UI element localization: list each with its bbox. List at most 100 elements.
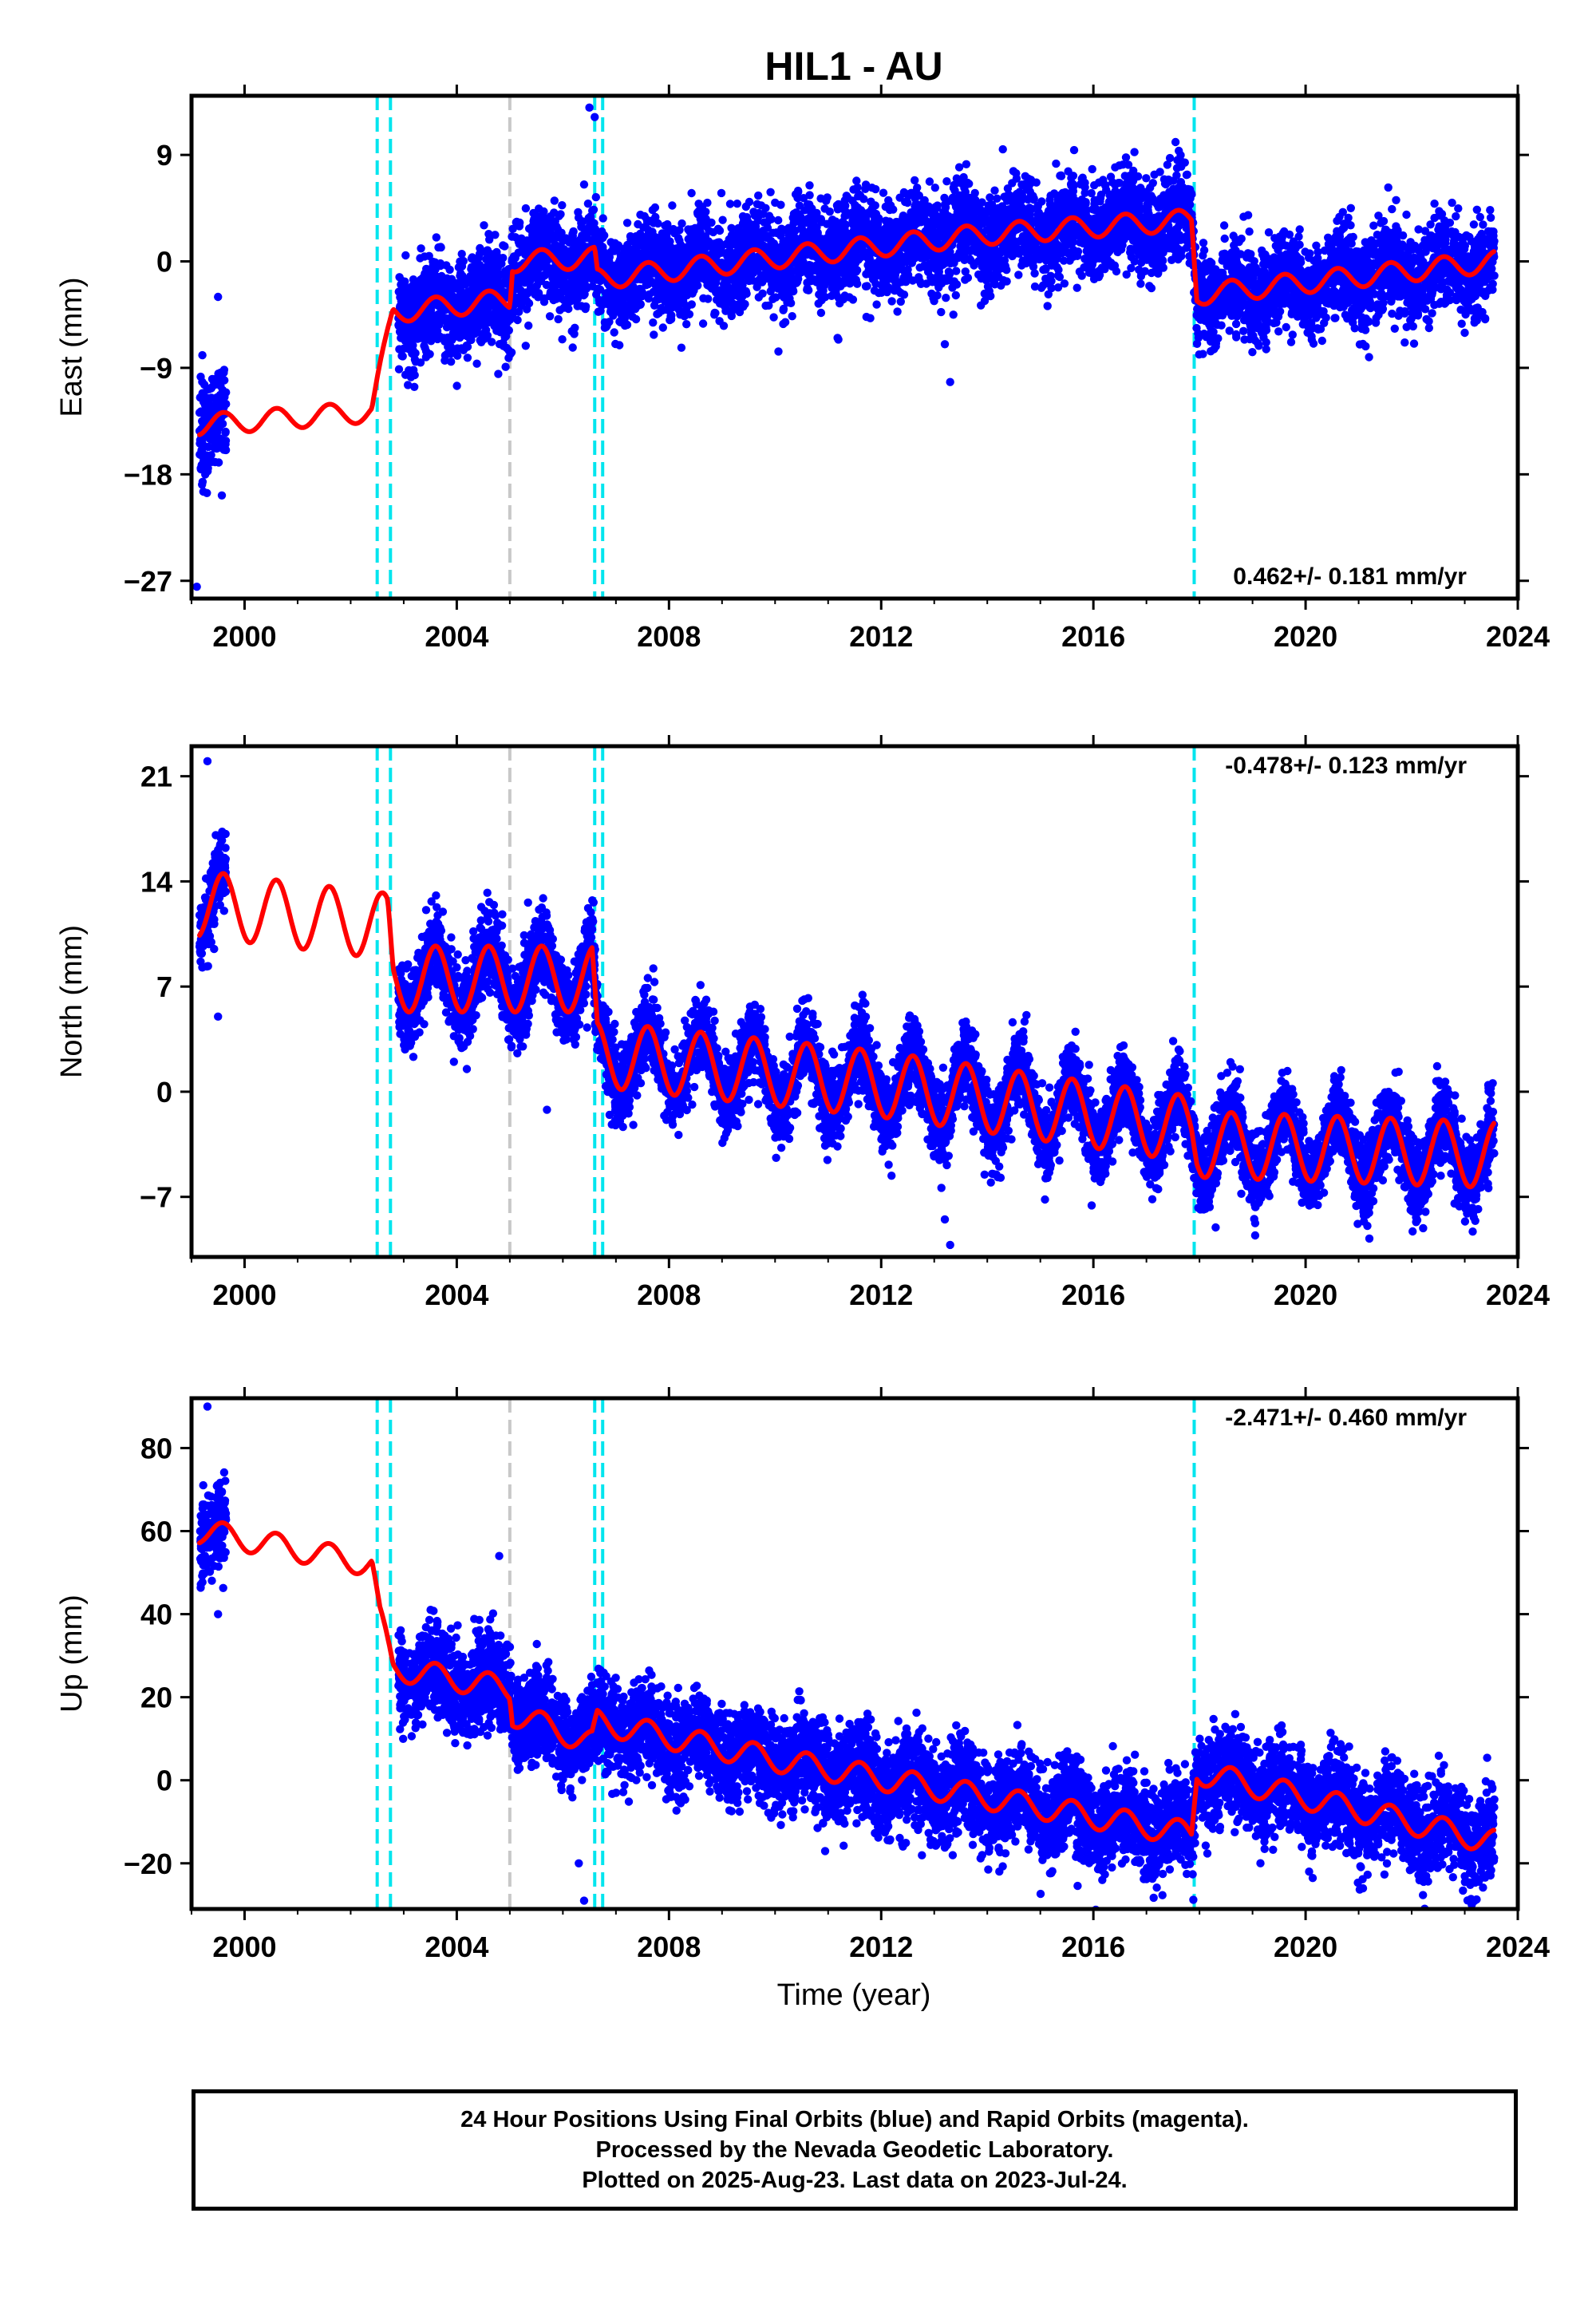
data-point xyxy=(472,359,481,368)
data-point xyxy=(887,297,896,306)
data-point xyxy=(1274,327,1283,336)
data-point xyxy=(1199,251,1207,260)
data-point xyxy=(1049,189,1059,198)
panel-east: 2000 2004 2008 2012 2016 2020 202490−9−18−27Ea… xyxy=(55,85,1550,653)
data-point xyxy=(1044,290,1053,298)
data-point xyxy=(524,321,533,330)
plot-area xyxy=(192,96,1499,599)
data-point xyxy=(610,328,618,337)
data-point xyxy=(217,491,227,500)
data-point xyxy=(1121,153,1131,162)
data-point xyxy=(211,457,219,467)
data-point xyxy=(211,393,220,403)
panels: 2000 2004 2008 2012 2016 2020 202490−9−18−27Ea… xyxy=(55,85,1550,1963)
data-point xyxy=(1472,205,1482,214)
data-point xyxy=(1171,137,1180,147)
data-point xyxy=(1239,326,1248,335)
data-point xyxy=(394,365,404,373)
data-point xyxy=(761,301,770,310)
data-point xyxy=(768,294,777,303)
data-point xyxy=(900,267,910,277)
data-point xyxy=(1264,228,1274,237)
data-point xyxy=(1388,204,1396,214)
data-point xyxy=(1371,318,1381,327)
data-point xyxy=(521,342,530,350)
data-point xyxy=(658,323,667,332)
data-point xyxy=(687,188,696,198)
data-point xyxy=(494,370,503,378)
data-point xyxy=(210,375,219,384)
data-point xyxy=(1400,338,1409,347)
data-point xyxy=(401,251,410,260)
figure-title: HIL1 - AU xyxy=(764,44,942,89)
data-point xyxy=(1448,198,1456,207)
data-point xyxy=(766,188,775,196)
data-point xyxy=(425,350,434,358)
data-point xyxy=(820,293,830,302)
data-point xyxy=(1030,269,1039,278)
data-point xyxy=(1192,339,1202,348)
data-point xyxy=(203,442,213,452)
data-point xyxy=(879,188,888,197)
data-point xyxy=(539,298,549,306)
data-point xyxy=(1445,218,1455,227)
data-point xyxy=(1262,345,1270,354)
data-point xyxy=(1350,324,1359,333)
data-point xyxy=(1454,204,1463,213)
data-point xyxy=(942,177,951,186)
data-point xyxy=(930,184,940,192)
data-point xyxy=(1066,180,1076,188)
data-point xyxy=(825,207,835,216)
data-point xyxy=(1374,211,1383,220)
data-point xyxy=(598,214,607,223)
data-point xyxy=(1122,270,1131,279)
data-point xyxy=(872,300,881,309)
data-point xyxy=(937,307,946,317)
data-point xyxy=(218,391,227,401)
data-point xyxy=(1476,212,1485,222)
data-point xyxy=(668,201,677,210)
data-point xyxy=(1320,246,1329,255)
data-point xyxy=(211,438,219,447)
data-point xyxy=(1030,282,1040,291)
data-point xyxy=(1346,204,1356,212)
data-point xyxy=(452,381,461,390)
data-point xyxy=(650,330,658,339)
data-point xyxy=(999,277,1008,287)
data-point xyxy=(805,181,814,190)
data-point xyxy=(1317,336,1327,346)
data-point xyxy=(1245,263,1254,272)
data-point xyxy=(1248,348,1257,357)
data-point xyxy=(554,314,563,324)
data-point xyxy=(962,160,971,168)
data-point xyxy=(1369,221,1378,230)
data-point xyxy=(1088,164,1096,174)
data-point xyxy=(1043,302,1052,310)
data-point xyxy=(669,224,678,234)
data-point xyxy=(1301,247,1310,256)
data-point xyxy=(1469,220,1479,229)
data-point xyxy=(203,431,212,441)
data-point xyxy=(1365,353,1373,362)
data-point xyxy=(893,307,902,316)
data-point xyxy=(221,437,231,445)
data-point xyxy=(480,221,488,230)
data-point xyxy=(463,354,472,362)
data-point xyxy=(774,215,783,225)
data-point xyxy=(754,191,763,200)
data-point xyxy=(215,423,223,432)
data-point xyxy=(1486,206,1495,215)
data-point xyxy=(545,312,555,321)
data-point xyxy=(871,184,880,194)
data-point xyxy=(219,445,228,454)
data-point xyxy=(1392,196,1400,204)
data-point xyxy=(753,200,762,208)
data-point xyxy=(1199,350,1207,358)
data-point xyxy=(1489,271,1498,280)
data-point xyxy=(1402,322,1411,331)
data-point xyxy=(1262,338,1270,347)
data-point xyxy=(1052,159,1061,168)
data-point xyxy=(1424,317,1433,326)
data-point xyxy=(1243,211,1253,219)
